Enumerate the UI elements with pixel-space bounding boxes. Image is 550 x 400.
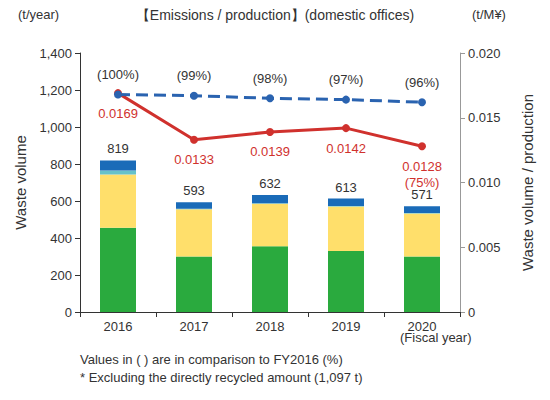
svg-text:800: 800 bbox=[50, 157, 72, 172]
svg-text:600: 600 bbox=[50, 194, 72, 209]
svg-text:632: 632 bbox=[259, 176, 281, 191]
svg-text:0.0142: 0.0142 bbox=[326, 141, 366, 156]
svg-text:819: 819 bbox=[107, 141, 129, 156]
svg-text:2019: 2019 bbox=[332, 319, 361, 334]
svg-text:(t/M¥): (t/M¥) bbox=[472, 7, 506, 22]
svg-text:(75%): (75%) bbox=[405, 175, 440, 190]
svg-text:1,200: 1,200 bbox=[39, 83, 72, 98]
svg-text:1,400: 1,400 bbox=[39, 46, 72, 61]
svg-text:2018: 2018 bbox=[256, 319, 285, 334]
svg-text:2016: 2016 bbox=[104, 319, 133, 334]
svg-text:0.015: 0.015 bbox=[468, 110, 501, 125]
svg-text:2020: 2020 bbox=[408, 319, 437, 334]
svg-text:Waste volume: Waste volume bbox=[12, 135, 29, 229]
svg-text:0.0128: 0.0128 bbox=[402, 159, 442, 174]
svg-text:0.0133: 0.0133 bbox=[174, 152, 214, 167]
svg-text:(96%): (96%) bbox=[405, 75, 440, 90]
svg-text:Values in ( ) are in compariso: Values in ( ) are in comparison to FY201… bbox=[80, 352, 343, 367]
svg-text:400: 400 bbox=[50, 231, 72, 246]
svg-text:(99%): (99%) bbox=[177, 68, 212, 83]
svg-text:(100%): (100%) bbox=[97, 67, 139, 82]
svg-text:0.0139: 0.0139 bbox=[250, 144, 290, 159]
svg-text:(Fiscal year): (Fiscal year) bbox=[400, 330, 472, 345]
svg-text:【Emissions / production】(domes: 【Emissions / production】(domestic office… bbox=[136, 7, 414, 23]
svg-text:0.005: 0.005 bbox=[468, 240, 501, 255]
svg-text:(98%): (98%) bbox=[253, 71, 288, 86]
svg-text:200: 200 bbox=[50, 268, 72, 283]
svg-text:(97%): (97%) bbox=[329, 72, 364, 87]
svg-text:593: 593 bbox=[183, 183, 205, 198]
svg-text:Waste volume / production: Waste volume / production bbox=[519, 94, 536, 271]
svg-text:0: 0 bbox=[468, 305, 475, 320]
svg-text:1,000: 1,000 bbox=[39, 120, 72, 135]
svg-text:613: 613 bbox=[335, 180, 357, 195]
svg-text:0.0169: 0.0169 bbox=[98, 106, 138, 121]
svg-text:2017: 2017 bbox=[180, 319, 209, 334]
svg-text:0.010: 0.010 bbox=[468, 175, 501, 190]
svg-text:571: 571 bbox=[411, 187, 433, 203]
svg-text:* Excluding the directly recyc: * Excluding the directly recycled amount… bbox=[80, 370, 363, 385]
svg-text:(t/year): (t/year) bbox=[18, 7, 59, 22]
svg-text:0: 0 bbox=[65, 305, 72, 320]
svg-text:0.020: 0.020 bbox=[468, 46, 501, 61]
